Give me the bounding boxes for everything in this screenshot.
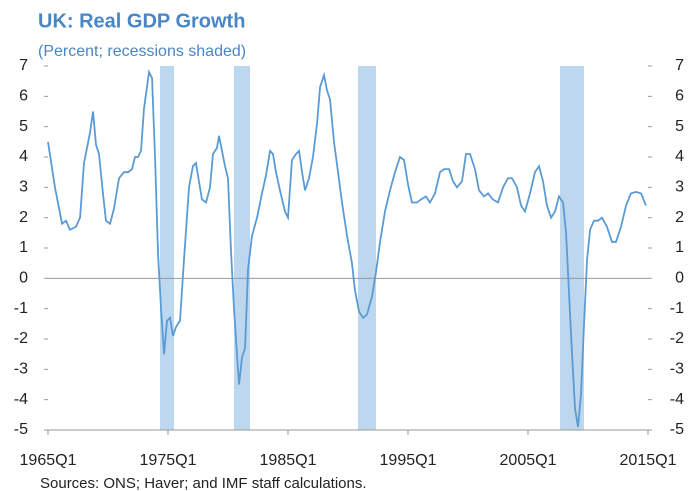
line-series bbox=[47, 69, 647, 428]
x-tick-label: 1975Q1 bbox=[140, 452, 197, 469]
x-tick-label: 1995Q1 bbox=[380, 452, 437, 469]
y-tick-label: 7 bbox=[19, 57, 28, 74]
y-tick-label: -1 bbox=[14, 300, 28, 317]
y-tick-label: -3 bbox=[14, 361, 28, 378]
y2-tick-label: 2 bbox=[675, 209, 684, 226]
chart-title: UK: Real GDP Growth bbox=[38, 10, 245, 32]
y2-tick-label: 1 bbox=[675, 239, 684, 256]
y2-tick-label: -3 bbox=[670, 361, 684, 378]
y-tick-label: 3 bbox=[19, 179, 28, 196]
x-tick-label: 2005Q1 bbox=[500, 452, 557, 469]
recession-band bbox=[357, 66, 376, 430]
y2-tick-label: 4 bbox=[675, 148, 684, 165]
x-tick-label: 1985Q1 bbox=[260, 452, 317, 469]
recession-band bbox=[234, 66, 250, 430]
y-tick-label: 4 bbox=[19, 148, 28, 165]
y2-tick-label: -2 bbox=[670, 330, 684, 347]
y2-tick-label: 7 bbox=[675, 57, 684, 74]
y2-tick-label: -4 bbox=[670, 391, 684, 408]
y-tick-label: 0 bbox=[19, 270, 28, 287]
y-tick-label: 6 bbox=[19, 88, 28, 105]
y2-tick-label: -1 bbox=[670, 300, 684, 317]
y2-tick-label: -5 bbox=[670, 421, 684, 438]
y-tick-label: 5 bbox=[19, 118, 28, 135]
x-tick-label: 1965Q1 bbox=[20, 452, 77, 469]
recession-band bbox=[560, 66, 585, 430]
recession-band bbox=[159, 66, 174, 430]
x-tick-label: 2015Q1 bbox=[620, 452, 677, 469]
source-note: Sources: ONS; Haver; and IMF staff calcu… bbox=[40, 475, 367, 491]
y2-tick-label: 0 bbox=[675, 270, 684, 287]
y2-tick-label: 3 bbox=[675, 179, 684, 196]
y-tick-label: -4 bbox=[14, 391, 28, 408]
y-tick-label: 1 bbox=[19, 239, 28, 256]
y2-tick-label: 5 bbox=[675, 118, 684, 135]
chart-subtitle: (Percent; recessions shaded) bbox=[38, 43, 246, 60]
y-tick-label: -5 bbox=[14, 421, 28, 438]
y2-tick-label: 6 bbox=[675, 88, 684, 105]
y-tick-label: 2 bbox=[19, 209, 28, 226]
y-tick-label: -2 bbox=[14, 330, 28, 347]
